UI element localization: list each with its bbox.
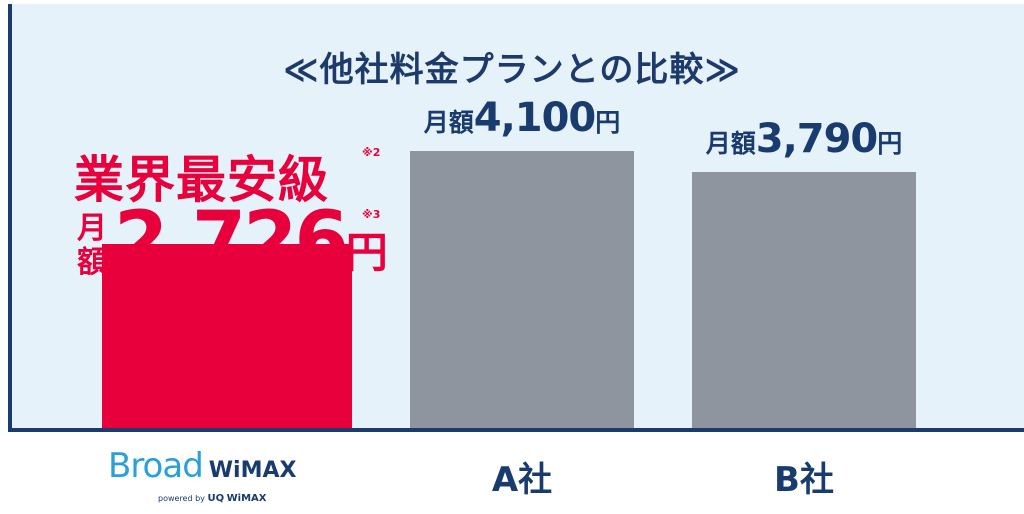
value-label-prefix: 月額 bbox=[705, 129, 756, 159]
logo-powered-by: powered by UQ WiMAX bbox=[158, 493, 266, 504]
y-axis-line bbox=[8, 4, 12, 432]
powered-by-text: powered by bbox=[158, 494, 205, 503]
highlight-price: 2,726円 bbox=[114, 196, 388, 286]
logo-broad-text: Broad bbox=[108, 446, 204, 486]
footnote-mark-2: ※2 bbox=[362, 146, 381, 159]
bar-2 bbox=[410, 151, 634, 428]
value-label-number: 3,790 bbox=[755, 116, 879, 163]
category-label-b: B社 bbox=[774, 460, 834, 500]
prefix-char-1: 月 bbox=[77, 211, 107, 246]
value-label-unit: 円 bbox=[595, 108, 621, 138]
value-label-prefix: 月額 bbox=[423, 108, 474, 138]
highlight-price-unit: 円 bbox=[345, 228, 388, 277]
uq-wimax-text: WiMAX bbox=[226, 493, 267, 504]
footnote-mark-3: ※3 bbox=[362, 208, 381, 221]
lowest-class-headline: 業界最安級 bbox=[74, 151, 329, 209]
monthly-prefix-vertical: 月 額 bbox=[74, 212, 110, 280]
uq-text: UQ bbox=[207, 493, 225, 504]
x-axis-line bbox=[8, 428, 1024, 432]
category-label-a: A社 bbox=[491, 460, 553, 500]
highlight-price-value: 2,726 bbox=[114, 196, 349, 286]
chart-title: ≪他社料金プランとの比較≫ bbox=[283, 50, 741, 90]
value-label-unit: 円 bbox=[877, 129, 903, 159]
broad-wimax-logo: Broad WiMAX bbox=[108, 446, 296, 486]
prefix-char-2: 額 bbox=[77, 245, 107, 280]
value-label-2: 月額4,100円 bbox=[424, 95, 621, 141]
bar-3 bbox=[692, 172, 916, 428]
logo-wimax-text: WiMAX bbox=[208, 458, 297, 483]
value-label-number: 4,100 bbox=[473, 95, 597, 142]
value-label-3: 月額3,790円 bbox=[706, 116, 903, 162]
bar-1 bbox=[102, 243, 352, 428]
